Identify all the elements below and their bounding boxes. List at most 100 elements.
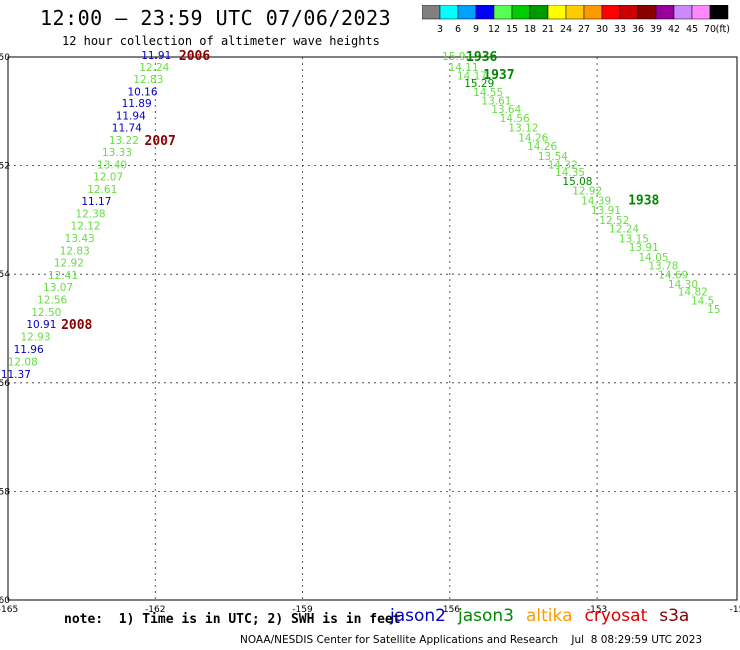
wave-height-label: 12.92 xyxy=(572,186,602,198)
credit-footer: NOAA/NESDIS Center for Satellite Applica… xyxy=(240,634,703,646)
longitude-tick-label: -156 xyxy=(440,605,461,615)
mission-cryosat: cryosat xyxy=(584,606,648,626)
mission-jason3: jason3 xyxy=(458,606,514,626)
wave-height-label: 13.91 xyxy=(591,205,621,217)
wave-height-label: 14.11 xyxy=(449,62,479,74)
wave-height-label: 13.07 xyxy=(43,282,73,294)
longitude-tick-label: -162 xyxy=(145,605,165,615)
wave-height-label: 12.50 xyxy=(31,307,61,319)
latitude-tick-label: -52 xyxy=(0,162,10,172)
wave-height-label: 11.96 xyxy=(14,344,44,356)
wave-height-label: 15.92 xyxy=(442,51,472,63)
wave-height-label: 14.32 xyxy=(548,160,578,172)
pass-time-label: 1936 xyxy=(466,50,497,65)
color-swatch xyxy=(709,5,729,20)
color-scale-tick: 70 xyxy=(704,24,716,35)
latitude-tick-label: -56 xyxy=(0,379,10,389)
wave-height-label: 12.52 xyxy=(599,215,629,227)
wave-height-label: 13.40 xyxy=(97,160,127,172)
wave-height-label: 11.17 xyxy=(81,196,111,208)
wave-height-label: 14.26 xyxy=(518,132,548,144)
chart-subtitle: 12 hour collection of altimeter wave hei… xyxy=(62,34,380,48)
wave-height-label: 13.61 xyxy=(481,96,511,108)
wave-height-label: 11.74 xyxy=(112,123,142,135)
wave-height-label: 12.07 xyxy=(93,172,123,184)
color-scale-unit: (ft) xyxy=(716,24,730,35)
wave-height-label: 14.5 xyxy=(691,295,714,307)
wave-height-label: 14.39 xyxy=(581,195,611,207)
wave-height-label: 14.30 xyxy=(668,279,698,291)
wave-height-label: 13.15 xyxy=(619,233,649,245)
mission-jason2: jason2 xyxy=(390,606,446,626)
track-east: 15.9214.1114.1715.2914.5513.6113.6414.56… xyxy=(442,50,720,316)
latitude-tick-label: -60 xyxy=(0,596,10,606)
wave-height-label: 13.43 xyxy=(65,233,95,245)
longitude-tick-label: -153 xyxy=(587,605,607,615)
color-scale-tick: 18 xyxy=(524,24,536,35)
pass-time-label: 2007 xyxy=(145,134,176,149)
mission-legend: jason2 jason3 altika cryosat s3a xyxy=(390,606,701,626)
pass-time-label: 1938 xyxy=(628,193,659,208)
wave-height-label: 14.55 xyxy=(473,87,503,99)
wave-height-label: 13.78 xyxy=(648,261,678,273)
mission-altika: altika xyxy=(526,606,573,626)
wave-height-label: 12.41 xyxy=(48,270,78,282)
wave-height-label: 12.38 xyxy=(75,208,105,220)
wave-height-label: 11.91 xyxy=(141,50,171,62)
wave-height-label: 12.93 xyxy=(20,332,50,344)
color-scale-tick: 39 xyxy=(650,24,662,35)
wave-height-label: 10.91 xyxy=(26,319,56,331)
track-west: 11.9112.2412.8310.1611.8911.9411.7413.22… xyxy=(1,49,211,381)
pass-time-label: 2008 xyxy=(61,318,92,333)
units-note: note: 1) Time is in UTC; 2) SWH is in fe… xyxy=(64,612,401,627)
color-scale-tick: 42 xyxy=(668,24,680,35)
wave-height-label: 10.16 xyxy=(127,86,157,98)
wave-height-label: 13.12 xyxy=(508,123,538,135)
wave-height-label: 14.26 xyxy=(527,141,557,153)
longitude-tick-label: -165 xyxy=(0,605,18,615)
wave-height-label: 12.83 xyxy=(133,74,163,86)
wave-height-label: 11.89 xyxy=(122,98,152,110)
wave-height-label: 15 xyxy=(707,304,720,316)
color-scale-tick: 36 xyxy=(632,24,644,35)
wave-height-label: 12.24 xyxy=(609,224,639,236)
color-scale-tick: 45 xyxy=(686,24,698,35)
color-scale-tick: 33 xyxy=(614,24,626,35)
chart-title: 12:00 – 23:59 UTC 07/06/2023 xyxy=(40,6,392,30)
color-scale-tick: 24 xyxy=(560,24,572,35)
pass-time-label: 1937 xyxy=(483,68,514,83)
wave-height-label: 12.83 xyxy=(60,245,90,257)
wave-height-label: 13.22 xyxy=(109,135,139,147)
color-scale-legend: 3 6 9 12 15 18 21 24 27 30 33 36 39 42 45 70 (ft) xyxy=(422,5,730,35)
map-frame xyxy=(7,56,738,601)
wave-height-label: 13.33 xyxy=(102,147,132,159)
wave-height-label: 14.56 xyxy=(500,113,530,125)
wave-height-label: 12.12 xyxy=(71,220,101,232)
color-scale-tick: 9 xyxy=(473,24,479,35)
latitude-tick-label: -54 xyxy=(0,270,10,280)
color-scale-tick: 30 xyxy=(596,24,608,35)
wave-height-label: 14.82 xyxy=(678,287,708,299)
longitude-tick-label: -159 xyxy=(292,605,313,615)
wave-height-label: 14.69 xyxy=(658,269,688,281)
mission-s3a: s3a xyxy=(659,606,690,626)
pass-time-label: 2006 xyxy=(179,49,210,64)
wave-height-label: 14.35 xyxy=(555,167,585,179)
wave-height-label: 14.17 xyxy=(457,71,487,83)
latitude-tick-label: -58 xyxy=(0,487,10,497)
wave-height-label: 12.08 xyxy=(8,357,38,369)
wave-height-label: 13.64 xyxy=(491,104,521,116)
color-scale-tick: 15 xyxy=(506,24,518,35)
color-scale-tick: 21 xyxy=(542,24,554,35)
latitude-tick-label: -50 xyxy=(0,53,10,63)
color-scale-tick: 3 xyxy=(437,24,443,35)
wave-height-label: 14.05 xyxy=(639,252,669,264)
wave-height-label: 13.91 xyxy=(629,242,659,254)
wave-height-label: 12.24 xyxy=(139,62,169,74)
color-scale-tick: 6 xyxy=(455,24,461,35)
wave-height-label: 11.94 xyxy=(116,111,146,123)
wave-height-label: 12.61 xyxy=(87,184,117,196)
wave-height-label: 15.29 xyxy=(464,78,494,90)
wave-height-label: 13.54 xyxy=(538,151,568,163)
